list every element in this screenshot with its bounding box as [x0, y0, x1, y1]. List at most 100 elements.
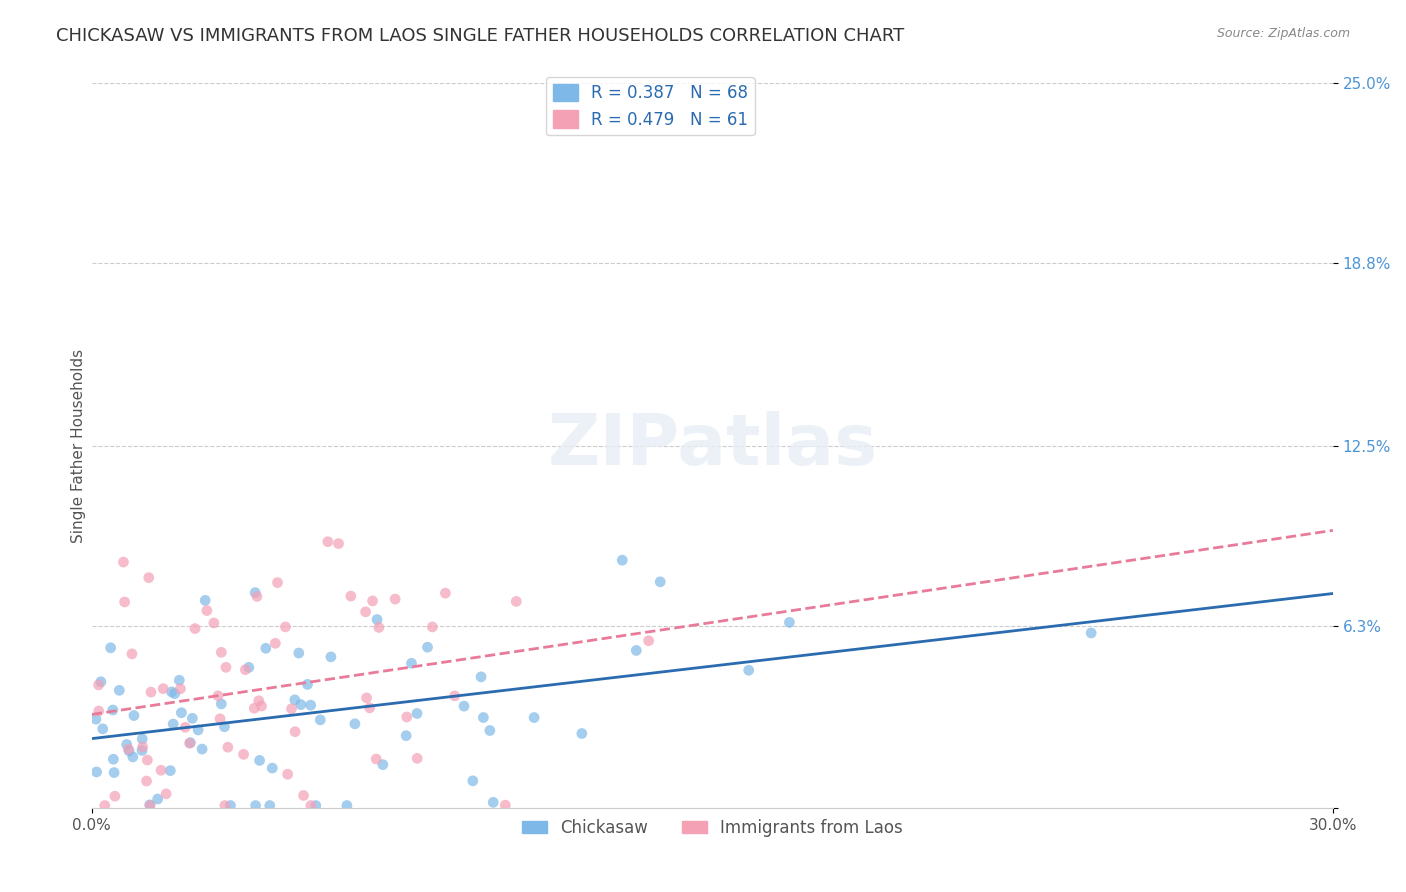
Point	[214, 798, 236, 813]
Point	[416, 640, 439, 655]
Point	[290, 698, 312, 712]
Point	[309, 713, 332, 727]
Point	[384, 592, 406, 607]
Point	[264, 636, 287, 650]
Point	[280, 702, 302, 716]
Point	[122, 708, 145, 723]
Point	[297, 677, 319, 691]
Point	[343, 716, 366, 731]
Point	[259, 798, 281, 813]
Point	[108, 683, 131, 698]
Point	[406, 751, 429, 765]
Point	[118, 744, 141, 758]
Point	[184, 622, 207, 636]
Point	[482, 795, 505, 809]
Point	[470, 670, 492, 684]
Point	[650, 574, 672, 589]
Point	[366, 752, 388, 766]
Point	[235, 663, 257, 677]
Point	[115, 738, 138, 752]
Point	[422, 620, 444, 634]
Point	[461, 773, 484, 788]
Point	[316, 534, 339, 549]
Point	[1080, 626, 1102, 640]
Point	[179, 736, 201, 750]
Point	[249, 753, 271, 767]
Point	[478, 723, 501, 738]
Point	[443, 689, 465, 703]
Point	[434, 586, 457, 600]
Point	[243, 701, 266, 715]
Point	[472, 710, 495, 724]
Point	[494, 798, 516, 813]
Point	[277, 767, 299, 781]
Point	[169, 681, 191, 696]
Point	[100, 640, 122, 655]
Point	[94, 798, 117, 813]
Point	[395, 710, 418, 724]
Point	[284, 724, 307, 739]
Point	[367, 620, 389, 634]
Point	[202, 615, 225, 630]
Point	[366, 613, 388, 627]
Point	[90, 674, 112, 689]
Point	[131, 743, 153, 757]
Point	[159, 764, 181, 778]
Point	[139, 685, 162, 699]
Point	[152, 681, 174, 696]
Point	[187, 723, 209, 737]
Point	[217, 740, 239, 755]
Point	[266, 575, 288, 590]
Point	[361, 594, 384, 608]
Point	[292, 789, 315, 803]
Point	[191, 742, 214, 756]
Point	[738, 663, 761, 677]
Point	[87, 678, 110, 692]
Legend: Chickasaw, Immigrants from Laos: Chickasaw, Immigrants from Laos	[516, 813, 910, 844]
Point	[131, 731, 153, 746]
Point	[135, 774, 157, 789]
Point	[395, 729, 418, 743]
Point	[288, 646, 311, 660]
Point	[299, 698, 322, 713]
Point	[246, 590, 269, 604]
Point	[163, 687, 186, 701]
Point	[219, 798, 242, 813]
Point	[136, 753, 159, 767]
Point	[612, 553, 634, 567]
Point	[243, 585, 266, 599]
Point	[778, 615, 800, 630]
Point	[112, 555, 135, 569]
Point	[195, 603, 218, 617]
Point	[103, 752, 125, 766]
Text: CHICKASAW VS IMMIGRANTS FROM LAOS SINGLE FATHER HOUSEHOLDS CORRELATION CHART: CHICKASAW VS IMMIGRANTS FROM LAOS SINGLE…	[56, 27, 904, 45]
Point	[406, 706, 429, 721]
Point	[139, 798, 162, 813]
Point	[174, 720, 197, 734]
Point	[247, 694, 270, 708]
Point	[131, 739, 153, 754]
Point	[571, 726, 593, 740]
Point	[238, 660, 260, 674]
Point	[371, 757, 394, 772]
Point	[121, 647, 143, 661]
Point	[162, 717, 184, 731]
Point	[319, 649, 342, 664]
Text: Source: ZipAtlas.com: Source: ZipAtlas.com	[1216, 27, 1350, 40]
Point	[214, 720, 236, 734]
Point	[170, 706, 193, 720]
Point	[84, 712, 107, 726]
Point	[453, 699, 475, 714]
Point	[169, 673, 191, 688]
Point	[299, 798, 322, 813]
Point	[254, 641, 277, 656]
Point	[637, 633, 659, 648]
Point	[181, 711, 204, 725]
Point	[626, 643, 648, 657]
Point	[215, 660, 238, 674]
Point	[207, 689, 229, 703]
Point	[245, 798, 267, 813]
Point	[86, 764, 108, 779]
Point	[155, 787, 177, 801]
Y-axis label: Single Father Households: Single Father Households	[72, 349, 86, 543]
